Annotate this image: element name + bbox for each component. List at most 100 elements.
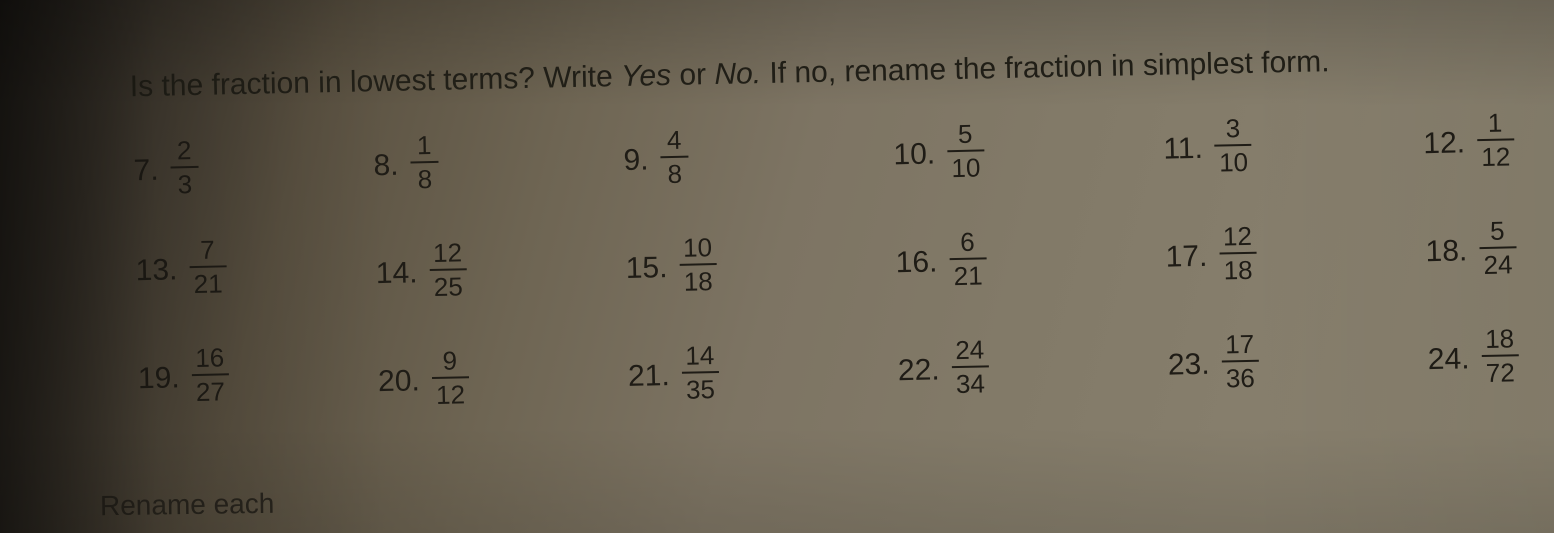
denominator: 10 xyxy=(947,152,985,183)
problem-19: 19. 16 27 xyxy=(137,339,378,408)
problem-number: 16. xyxy=(895,227,938,280)
numerator: 5 xyxy=(1486,215,1509,245)
numerator: 6 xyxy=(956,226,979,256)
fraction: 5 10 xyxy=(946,118,984,183)
problem-number: 8. xyxy=(373,130,399,183)
problem-number: 24. xyxy=(1427,324,1470,377)
denominator: 18 xyxy=(679,266,717,297)
problem-13: 13. 7 21 xyxy=(135,231,376,300)
problem-row: 13. 7 21 14. 12 25 15. 10 xyxy=(125,200,1540,308)
problem-number: 20. xyxy=(377,346,420,399)
fraction: 10 18 xyxy=(679,232,717,297)
problem-number: 18. xyxy=(1425,216,1468,269)
fraction: 24 34 xyxy=(951,334,989,399)
problem-23: 23. 17 36 xyxy=(1167,325,1428,394)
denominator: 8 xyxy=(663,158,686,188)
instruction-or: or xyxy=(671,58,715,92)
numerator: 9 xyxy=(438,345,461,375)
numerator: 18 xyxy=(1481,323,1519,354)
problem-number: 17. xyxy=(1165,221,1208,274)
fraction: 5 24 xyxy=(1479,215,1517,280)
numerator: 7 xyxy=(196,234,219,264)
problem-number: 22. xyxy=(897,335,940,388)
denominator: 24 xyxy=(1479,249,1517,280)
problem-21: 21. 14 35 xyxy=(627,336,898,406)
numerator: 17 xyxy=(1221,328,1259,359)
problem-number: 11. xyxy=(1163,113,1204,166)
instruction-text: Is the fraction in lowest terms? Write Y… xyxy=(121,38,1536,108)
problem-15: 15. 10 18 xyxy=(625,228,896,298)
fraction: 9 12 xyxy=(431,345,469,410)
problem-9: 9. 4 8 xyxy=(623,120,894,190)
fraction: 6 21 xyxy=(949,226,987,291)
numerator: 1 xyxy=(1484,107,1507,137)
fraction: 16 27 xyxy=(191,342,229,407)
numerator: 10 xyxy=(679,232,717,263)
instruction-no: No. xyxy=(714,57,761,91)
denominator: 3 xyxy=(173,168,196,198)
fraction: 1 12 xyxy=(1476,107,1514,172)
problem-number: 10. xyxy=(893,119,936,172)
instruction-part1: Is the fraction in lowest terms? Write xyxy=(130,60,622,103)
instruction-yes: Yes xyxy=(621,59,672,93)
numerator: 12 xyxy=(429,237,467,268)
numerator: 12 xyxy=(1219,220,1257,251)
problem-11: 11. 3 10 xyxy=(1163,109,1424,178)
problem-number: 23. xyxy=(1167,329,1210,382)
problem-rows: 7. 2 3 8. 1 8 9. 4 xyxy=(123,106,1543,416)
denominator: 21 xyxy=(949,260,987,291)
denominator: 27 xyxy=(192,376,230,407)
numerator: 24 xyxy=(951,334,989,365)
problem-18: 18. 5 24 xyxy=(1425,214,1546,280)
problem-number: 9. xyxy=(623,125,649,178)
denominator: 25 xyxy=(430,271,468,302)
denominator: 21 xyxy=(189,268,227,299)
denominator: 72 xyxy=(1482,357,1520,388)
instruction-part2: If no, rename the fraction in simplest f… xyxy=(761,45,1330,90)
problem-number: 19. xyxy=(137,343,180,396)
problem-number: 13. xyxy=(135,235,178,288)
denominator: 35 xyxy=(682,374,720,405)
fraction: 7 21 xyxy=(189,234,227,299)
problem-12: 12. 1 12 xyxy=(1423,106,1544,172)
fraction: 1 8 xyxy=(410,129,439,194)
problem-number: 7. xyxy=(133,135,159,188)
numerator: 14 xyxy=(681,340,719,371)
problem-24: 24. 18 72 xyxy=(1427,322,1548,388)
denominator: 10 xyxy=(1215,146,1253,177)
denominator: 34 xyxy=(952,368,990,399)
problem-7: 7. 2 3 xyxy=(133,131,374,200)
fraction: 4 8 xyxy=(660,124,689,189)
fraction: 12 18 xyxy=(1219,220,1257,285)
fraction: 18 72 xyxy=(1481,323,1519,388)
problem-20: 20. 9 12 xyxy=(377,341,628,410)
problem-number: 21. xyxy=(627,341,670,394)
problem-row: 19. 16 27 20. 9 12 21. 14 xyxy=(127,308,1542,416)
next-section-partial: Rename each xyxy=(100,488,275,522)
problem-number: 14. xyxy=(375,238,418,291)
denominator: 12 xyxy=(1477,141,1515,172)
fraction: 17 36 xyxy=(1221,328,1259,393)
worksheet-page: Is the fraction in lowest terms? Write Y… xyxy=(0,0,1554,533)
numerator: 3 xyxy=(1221,112,1244,142)
denominator: 18 xyxy=(1219,254,1257,285)
problem-number: 15. xyxy=(625,233,668,286)
problem-16: 16. 6 21 xyxy=(895,222,1166,292)
problem-number: 12. xyxy=(1423,108,1466,161)
problem-22: 22. 24 34 xyxy=(897,330,1168,400)
problem-row: 7. 2 3 8. 1 8 9. 4 xyxy=(123,106,1538,200)
denominator: 12 xyxy=(432,379,470,410)
numerator: 4 xyxy=(663,124,686,154)
problem-17: 17. 12 18 xyxy=(1165,217,1426,286)
fraction: 12 25 xyxy=(429,237,467,302)
denominator: 36 xyxy=(1222,362,1260,393)
numerator: 5 xyxy=(954,118,977,148)
fraction: 3 10 xyxy=(1214,112,1252,177)
numerator: 1 xyxy=(413,129,436,159)
numerator: 16 xyxy=(191,342,229,373)
numerator: 2 xyxy=(173,134,196,164)
fraction: 2 3 xyxy=(170,134,199,199)
problem-14: 14. 12 25 xyxy=(375,233,626,302)
fraction: 14 35 xyxy=(681,340,719,405)
denominator: 8 xyxy=(413,163,436,193)
